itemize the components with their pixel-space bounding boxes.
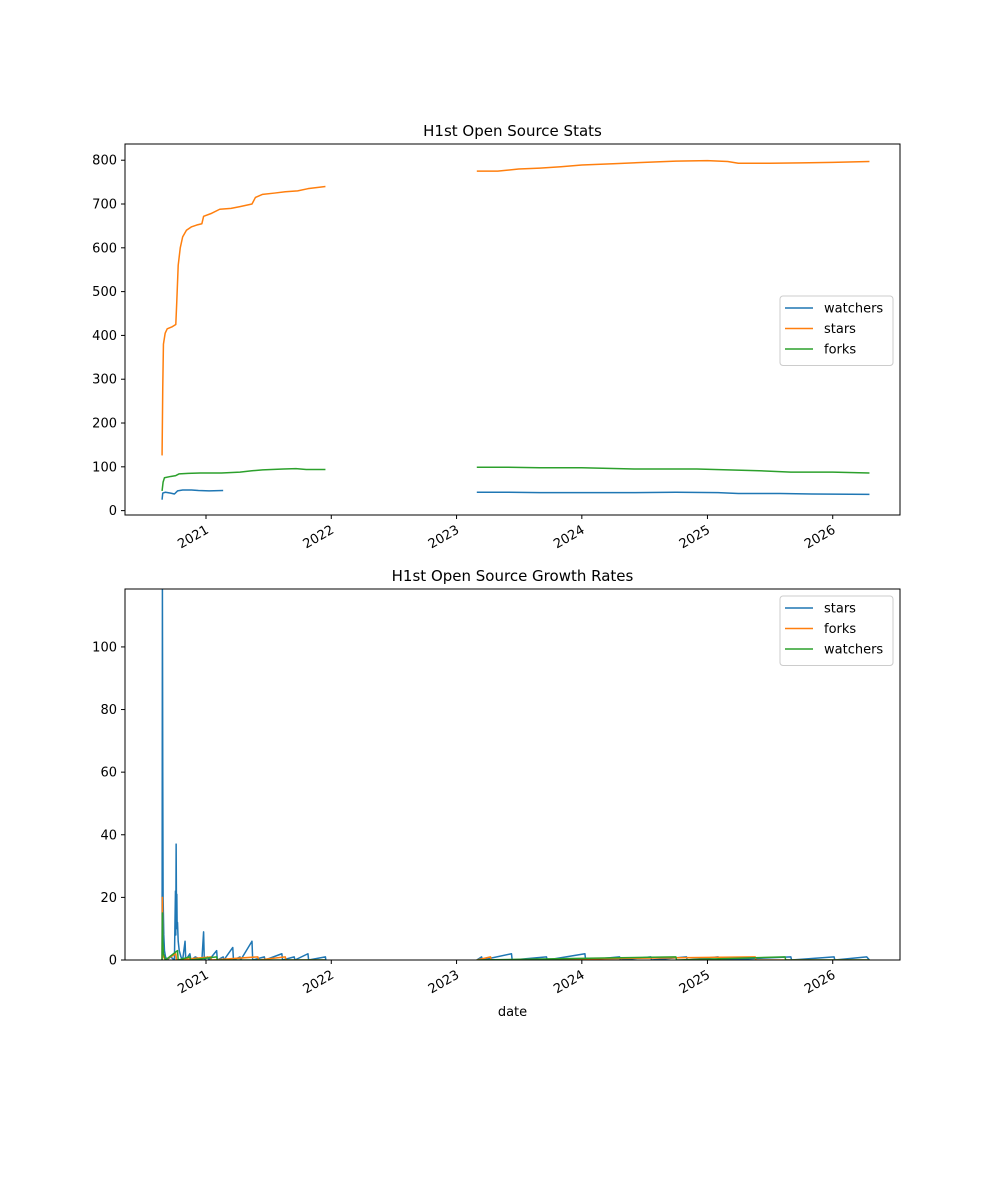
growth-series-watchers-line-1 xyxy=(161,912,326,960)
growth-y-axis: 0 20 40 60 80 100 xyxy=(92,640,125,969)
stats-y-tick-label: 300 xyxy=(92,373,117,388)
growth-legend-label-forks: forks xyxy=(824,622,856,637)
growth-legend-label-stars: stars xyxy=(824,602,856,617)
stats-y-tick-label: 200 xyxy=(92,417,117,432)
stats-legend-box xyxy=(779,295,894,366)
stats-series-watchers-line-2 xyxy=(476,491,870,496)
growth-y-tick-label: 20 xyxy=(100,891,117,906)
stats-chart-title: H1st Open Source Stats xyxy=(423,122,602,140)
stats-plot-area xyxy=(161,159,870,500)
stats-y-tick-label: 100 xyxy=(92,460,117,475)
stats-series-forks-line-1 xyxy=(161,467,326,491)
stats-series-watchers-line-1 xyxy=(161,489,224,500)
growth-y-tick-label: 40 xyxy=(100,828,117,843)
stats-legend-label-stars: stars xyxy=(824,322,856,337)
stats-y-axis: 0 100 200 300 400 500 600 700 800 xyxy=(92,154,125,519)
growth-y-tick-label: 60 xyxy=(100,766,117,781)
growth-legend-label-watchers: watchers xyxy=(824,643,883,658)
stats-y-tick-label: 700 xyxy=(92,198,117,213)
stats-legend-label-watchers: watchers xyxy=(824,302,883,317)
growth-y-tick-label: 0 xyxy=(109,954,117,969)
stats-series-forks-line-2 xyxy=(476,466,870,474)
stats-legend-label-forks: forks xyxy=(824,343,856,358)
growth-y-tick-label: 100 xyxy=(92,640,117,655)
growth-chart-title: H1st Open Source Growth Rates xyxy=(392,567,634,585)
growth-x-axis-label: date xyxy=(498,1005,527,1020)
growth-legend-box xyxy=(779,595,894,666)
growth-y-tick-label: 80 xyxy=(100,703,117,718)
stats-y-tick-label: 0 xyxy=(109,504,117,519)
growth-series-watchers-line-2 xyxy=(476,956,870,960)
stats-y-tick-label: 800 xyxy=(92,154,117,169)
growth-legend: stars forks watchers xyxy=(779,595,894,666)
stats-legend: watchers stars forks xyxy=(779,295,894,366)
growth-plot-area xyxy=(161,589,871,960)
stats-axes-frame xyxy=(124,143,901,516)
stats-y-tick-label: 500 xyxy=(92,285,117,300)
stats-y-tick-label: 600 xyxy=(92,241,117,256)
growth-axes-frame xyxy=(124,588,901,961)
stats-y-tick-label: 400 xyxy=(92,329,117,344)
stats-series-stars-line-1 xyxy=(161,185,326,456)
stats-series-stars-line-2 xyxy=(476,159,870,172)
growth-chart: H1st Open Source Growth Rates 2021 2022 20… xyxy=(92,567,901,1020)
